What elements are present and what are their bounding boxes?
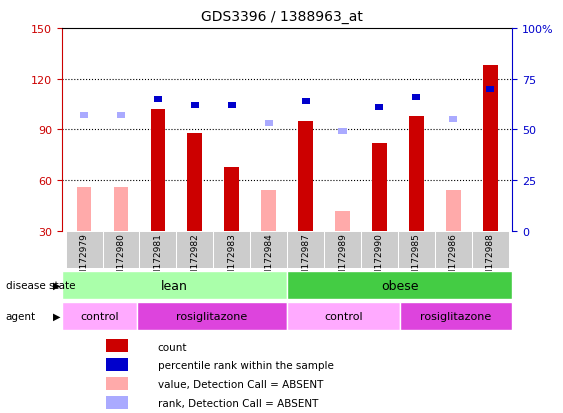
Text: rosiglitazone: rosiglitazone xyxy=(176,311,248,321)
Text: percentile rank within the sample: percentile rank within the sample xyxy=(158,361,334,370)
Text: obese: obese xyxy=(381,279,418,292)
Text: ▶: ▶ xyxy=(53,280,61,290)
Text: rank, Detection Call = ABSENT: rank, Detection Call = ABSENT xyxy=(158,398,318,408)
Bar xyxy=(140,231,176,268)
Text: GDS3396 / 1388963_at: GDS3396 / 1388963_at xyxy=(200,10,363,24)
Bar xyxy=(324,231,361,268)
Text: lean: lean xyxy=(161,279,188,292)
Text: count: count xyxy=(158,342,187,352)
Bar xyxy=(287,302,400,330)
Text: GSM172985: GSM172985 xyxy=(412,233,421,287)
Bar xyxy=(472,231,508,268)
Bar xyxy=(80,113,88,119)
Text: value, Detection Call = ABSENT: value, Detection Call = ABSENT xyxy=(158,380,323,389)
Text: control: control xyxy=(80,311,119,321)
Bar xyxy=(302,99,310,105)
Bar xyxy=(372,144,387,231)
Bar xyxy=(66,231,102,268)
Bar xyxy=(265,121,272,127)
Bar xyxy=(191,103,199,109)
Bar xyxy=(106,358,128,371)
Bar xyxy=(225,167,239,231)
Bar xyxy=(62,302,137,330)
Bar xyxy=(376,105,383,111)
Bar xyxy=(449,117,457,123)
Bar xyxy=(106,339,128,353)
Text: GSM172984: GSM172984 xyxy=(264,233,273,287)
Bar xyxy=(412,95,421,101)
Text: disease state: disease state xyxy=(6,280,75,290)
Bar xyxy=(213,231,250,268)
Bar xyxy=(435,231,472,268)
Bar xyxy=(176,231,213,268)
Bar xyxy=(486,87,494,93)
Text: rosiglitazone: rosiglitazone xyxy=(421,311,491,321)
Text: agent: agent xyxy=(6,311,36,321)
Bar xyxy=(187,133,202,231)
Bar xyxy=(117,113,125,119)
Bar xyxy=(150,110,166,231)
Bar xyxy=(102,231,140,268)
Text: GSM172983: GSM172983 xyxy=(227,233,236,287)
Bar xyxy=(261,191,276,231)
Bar xyxy=(154,97,162,103)
Text: ▶: ▶ xyxy=(53,311,61,321)
Bar xyxy=(398,231,435,268)
Text: GSM172987: GSM172987 xyxy=(301,233,310,287)
Bar xyxy=(400,302,512,330)
Bar xyxy=(483,66,498,231)
Bar xyxy=(361,231,398,268)
Bar xyxy=(409,116,424,231)
Bar xyxy=(62,271,287,299)
Bar xyxy=(250,231,287,268)
Text: GSM172980: GSM172980 xyxy=(117,233,126,287)
Text: GSM172990: GSM172990 xyxy=(375,233,384,287)
Bar xyxy=(106,377,128,390)
Text: GSM172988: GSM172988 xyxy=(486,233,495,287)
Text: GSM172982: GSM172982 xyxy=(190,233,199,287)
Bar xyxy=(114,188,128,231)
Bar xyxy=(298,122,313,231)
Bar xyxy=(335,211,350,231)
Text: GSM172981: GSM172981 xyxy=(153,233,162,287)
Text: control: control xyxy=(324,311,363,321)
Bar xyxy=(77,188,91,231)
Bar xyxy=(227,103,236,109)
Bar xyxy=(137,302,287,330)
Bar xyxy=(287,271,512,299)
Bar xyxy=(446,191,461,231)
Text: GSM172986: GSM172986 xyxy=(449,233,458,287)
Bar xyxy=(338,129,347,135)
Text: GSM172979: GSM172979 xyxy=(79,233,88,287)
Bar xyxy=(106,396,128,409)
Bar xyxy=(287,231,324,268)
Text: GSM172989: GSM172989 xyxy=(338,233,347,287)
